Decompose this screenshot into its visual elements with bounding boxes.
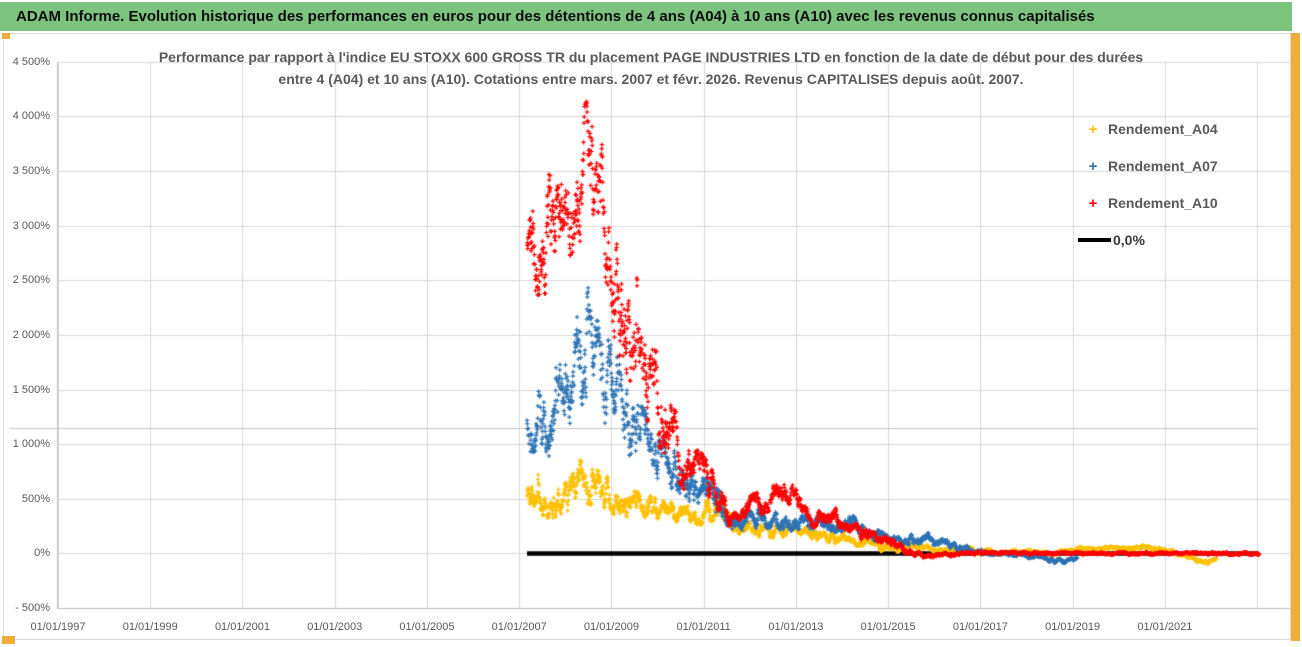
legend-label: Rendement_A10 [1108,195,1218,211]
chart-title-line1: Performance par rapport à l'indice EU ST… [158,49,1144,65]
x-axis-tick-label: 01/01/2015 [860,621,916,633]
x-axis-tick-label: 01/01/2001 [214,621,270,633]
x-axis-tick-label: 01/01/1999 [122,621,178,633]
y-axis-tick-label: 4 000% [12,110,50,123]
y-axis-tick-label: 500% [21,492,50,505]
x-axis-tick-label: 01/01/2011 [676,621,731,633]
chart-legend: + Rendement_A04 + Rendement_A07 + Rendem… [1078,118,1218,266]
x-axis-tick-label: 01/01/2021 [1137,621,1193,633]
plus-marker-icon: + [1088,120,1098,138]
legend-item-rendement-a04: + Rendement_A04 [1078,118,1218,140]
orange-right-border [1291,33,1300,641]
plus-marker-icon: + [1088,194,1098,212]
zero-line-swatch-icon [1078,238,1111,242]
x-axis-tick-label: 01/01/2017 [952,621,1008,633]
legend-label: Rendement_A07 [1108,158,1218,174]
report-title-bar: ADAM Informe. Evolution historique des p… [0,2,1292,31]
y-axis-tick-label: 1 000% [12,438,50,451]
report-title: ADAM Informe. Evolution historique des p… [16,8,1095,25]
y-axis-tick-label: 3 500% [12,165,50,178]
x-axis-tick-label: 01/01/1997 [30,621,86,633]
x-axis-tick-label: 01/01/2013 [768,621,824,633]
orange-corner-accent-top-left [2,33,10,39]
y-axis-tick-label: 0% [34,547,50,560]
legend-item-zero-line: 0,0% [1078,229,1218,251]
y-axis-tick-label: 4 500% [12,55,50,68]
chart-title-line2: entre 4 (A04) et 10 ans (A10). Cotations… [278,71,1024,87]
x-axis-tick-label: 01/01/2007 [491,621,547,633]
legend-label: 0,0% [1113,232,1145,248]
x-axis-tick-label: 01/01/2003 [307,621,363,633]
plus-marker-icon: + [1088,157,1098,175]
x-axis-tick-label: 01/01/2009 [583,621,639,633]
legend-label: Rendement_A04 [1108,121,1218,137]
x-axis-tick-label: 01/01/2005 [399,621,455,633]
y-axis-tick-label: 2 500% [12,274,50,287]
orange-corner-accent-bottom-left [2,636,15,644]
legend-item-rendement-a10: + Rendement_A10 [1078,192,1218,214]
y-axis-tick-label: 2 000% [12,328,50,341]
y-axis-tick-label: - 500% [15,602,50,615]
x-axis-tick-label: 01/01/2019 [1045,621,1101,633]
y-axis-tick-label: 3 000% [12,219,50,232]
y-axis-tick-label: 1 500% [12,383,50,396]
legend-item-rendement-a07: + Rendement_A07 [1078,155,1218,177]
